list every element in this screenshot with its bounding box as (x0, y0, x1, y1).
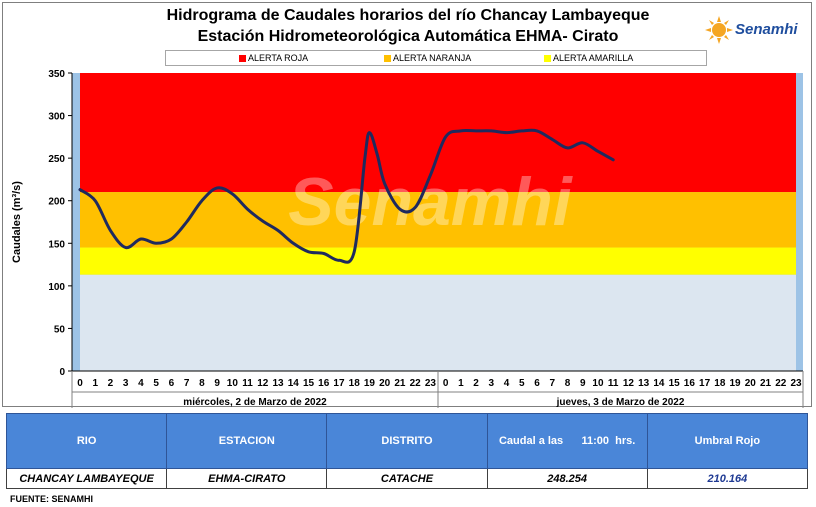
x-tick-label: 0 (77, 378, 83, 389)
x-tick-label: 11 (608, 378, 619, 389)
x-tick-label: 3 (489, 378, 495, 389)
series-line-0 (78, 128, 615, 264)
cell-caudal: 248.254 (486, 468, 648, 489)
x-tick-label: 6 (169, 378, 175, 389)
day-label: miércoles, 2 de Marzo de 2022 (183, 397, 327, 408)
x-tick-label: 21 (760, 378, 772, 389)
chart-frame (2, 2, 812, 407)
x-tick-label: 17 (699, 378, 711, 389)
svg-text:Senamhi: Senamhi (735, 21, 798, 38)
y-tick-label: 50 (54, 324, 66, 335)
y-tick-label: 0 (59, 367, 65, 378)
day-label: jueves, 3 de Marzo de 2022 (556, 397, 685, 408)
x-tick-label: 16 (318, 378, 330, 389)
x-tick-label: 12 (623, 378, 635, 389)
x-tick-label: 17 (333, 378, 345, 389)
header-caudal: Caudal a las 11:00 hrs. (486, 413, 648, 469)
header-umbral: Umbral Rojo (646, 413, 809, 469)
x-tick-label: 2 (108, 378, 114, 389)
x-tick-label: 9 (580, 378, 586, 389)
alert-band-3 (80, 274, 796, 371)
header-distrito: DISTRITO (326, 413, 488, 469)
alert-band-1 (80, 192, 796, 248)
cell-distrito: CATACHE (326, 468, 488, 489)
x-tick-label: 10 (227, 378, 239, 389)
x-tick-label: 13 (638, 378, 650, 389)
x-tick-label: 19 (364, 378, 376, 389)
x-tick-label: 18 (349, 378, 361, 389)
x-tick-label: 5 (153, 378, 159, 389)
source-note: FUENTE: SENAMHI (10, 494, 93, 504)
x-tick-label: 9 (214, 378, 220, 389)
x-tick-label: 5 (519, 378, 525, 389)
chart-title-line2: Estación Hidrometeorológica Automática E… (197, 28, 619, 45)
x-tick-label: 10 (592, 378, 604, 389)
legend-item-amarilla: ALERTA AMARILLA (544, 53, 633, 64)
y-tick-label: 100 (48, 282, 65, 293)
x-tick-label: 20 (379, 378, 391, 389)
alert-band-2 (80, 247, 796, 275)
x-tick-label: 1 (92, 378, 98, 389)
x-tick-label: 16 (684, 378, 696, 389)
legend-swatch (544, 55, 551, 63)
x-tick-label: 14 (653, 378, 665, 389)
header-rio: RIO (5, 413, 168, 469)
cell-estacion: EHMA-CIRATO (166, 468, 328, 489)
x-tick-label: 23 (425, 378, 437, 389)
header-estacion: ESTACION (166, 413, 328, 469)
x-tick-label: 12 (257, 378, 269, 389)
x-tick-label: 22 (775, 378, 787, 389)
legend-item-naranja: ALERTA NARANJA (384, 53, 471, 64)
x-tick-label: 19 (730, 378, 742, 389)
x-tick-label: 7 (549, 378, 555, 389)
legend-swatch (239, 55, 246, 63)
y-tick-label: 350 (48, 69, 65, 80)
x-tick-label: 20 (745, 378, 757, 389)
cell-umbral: 210.164 (646, 468, 809, 489)
x-tick-label: 8 (199, 378, 205, 389)
summary-table: RIO ESTACION DISTRITO Caudal a las 11:00… (5, 413, 809, 489)
x-tick-label: 4 (138, 378, 144, 389)
chart-legend: ALERTA ROJA ALERTA NARANJA ALERTA AMARIL… (165, 50, 707, 66)
senamhi-logo: Senamhi (705, 12, 805, 48)
x-tick-label: 3 (123, 378, 129, 389)
x-tick-label: 21 (394, 378, 406, 389)
x-tick-label: 15 (669, 378, 681, 389)
legend-swatch (384, 55, 391, 63)
y-tick-label: 200 (48, 197, 65, 208)
x-tick-label: 13 (272, 378, 284, 389)
table-row: CHANCAY LAMBAYEQUE EHMA-CIRATO CATACHE 2… (5, 468, 809, 489)
x-tick-label: 7 (184, 378, 190, 389)
x-tick-label: 8 (565, 378, 571, 389)
x-tick-label: 1 (458, 378, 464, 389)
x-tick-label: 6 (534, 378, 540, 389)
x-tick-label: 0 (443, 378, 449, 389)
y-tick-label: 300 (48, 112, 65, 123)
legend-item-roja: ALERTA ROJA (239, 53, 308, 64)
x-tick-label: 15 (303, 378, 315, 389)
x-tick-label: 23 (790, 378, 802, 389)
x-tick-label: 11 (242, 378, 253, 389)
x-tick-label: 2 (473, 378, 479, 389)
y-tick-label: 150 (48, 239, 65, 250)
alert-band-0 (80, 73, 796, 193)
x-tick-label: 22 (410, 378, 422, 389)
cell-rio: CHANCAY LAMBAYEQUE (5, 468, 168, 489)
chart-title-line1: Hidrograma de Caudales horarios del río … (166, 7, 650, 24)
x-tick-label: 14 (288, 378, 300, 389)
y-tick-label: 250 (48, 154, 65, 165)
x-tick-label: 18 (714, 378, 726, 389)
x-tick-label: 4 (504, 378, 510, 389)
y-axis-label: Caudales (m³/s) (11, 181, 23, 263)
